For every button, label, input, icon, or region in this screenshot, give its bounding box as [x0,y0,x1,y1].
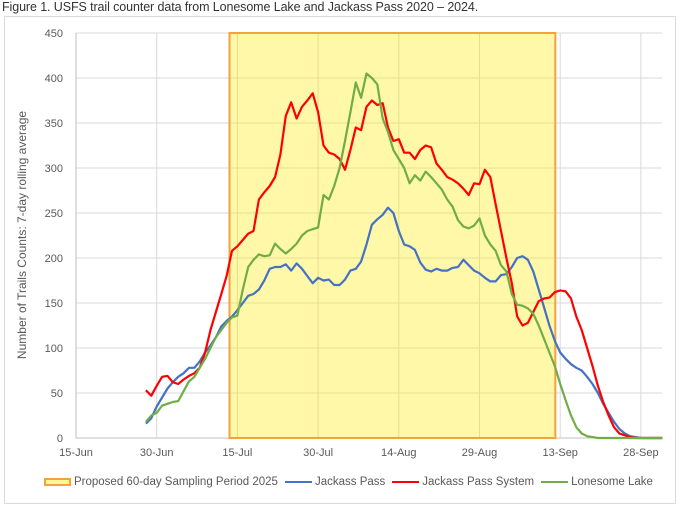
series-lines [145,72,663,440]
legend-item-jackass-pass-system: Jackass Pass System [392,476,534,488]
x-tick-label: 13-Sep [542,447,577,459]
x-tick-label: 15-Jun [59,447,93,459]
x-tick-label: 15-Jul [222,447,252,459]
y-axis-label: Number of Trails Counts: 7-day rolling a… [15,111,29,359]
legend-swatch-jackass-pass-system [392,481,420,483]
series-line-lonesome-lake [145,72,663,440]
legend-label: Jackass Pass System [422,476,535,488]
y-tick-label: 50 [51,388,63,400]
x-tick-label: 14-Aug [381,447,416,459]
x-tick-labels: 15-Jun 30-Jun 15-Jul 30-Jul 14-Aug 29-Aug 13-S… [59,447,658,459]
legend-label: Jackass Pass [314,476,386,488]
x-tick-label: 30-Jun [140,447,174,459]
series-line-jackass-pass-system [145,92,663,440]
x-tick-label: 28-Sep [623,447,658,459]
legend-label: Lonesome Lake [571,476,653,488]
x-tick-label: 30-Jul [303,447,333,459]
legend-label: Proposed 60-day Sampling Period 2025 [74,476,278,488]
legend-item-jackass-pass: Jackass Pass [284,476,386,488]
legend-swatch-sampling-period [44,478,71,486]
y-tick-label: 0 [57,433,63,445]
y-tick-label: 150 [45,298,63,310]
sampling-period-box [228,32,557,439]
legend-item-lonesome-lake: Lonesome Lake [541,476,653,488]
legend: Proposed 60-day Sampling Period 2025 Jac… [44,476,660,488]
legend-swatch-jackass-pass [284,481,312,483]
y-tick-label: 200 [45,253,63,265]
y-tick-label: 400 [45,73,63,85]
y-tick-labels: 0 50 100 150 200 250 300 350 400 450 [45,28,63,445]
y-tick-label: 100 [45,343,63,355]
y-tick-label: 250 [45,208,63,220]
y-tick-label: 350 [45,118,63,130]
x-tick-label: 29-Aug [462,447,497,459]
y-tick-label: 300 [45,163,63,175]
sampling-period-region [228,32,557,439]
legend-item-sampling-period: Proposed 60-day Sampling Period 2025 [44,476,278,488]
legend-swatch-lonesome-lake [541,481,569,483]
y-tick-label: 450 [45,28,63,40]
figure-caption: Figure 1. USFS trail counter data from L… [2,0,479,14]
chart-frame [4,16,676,504]
